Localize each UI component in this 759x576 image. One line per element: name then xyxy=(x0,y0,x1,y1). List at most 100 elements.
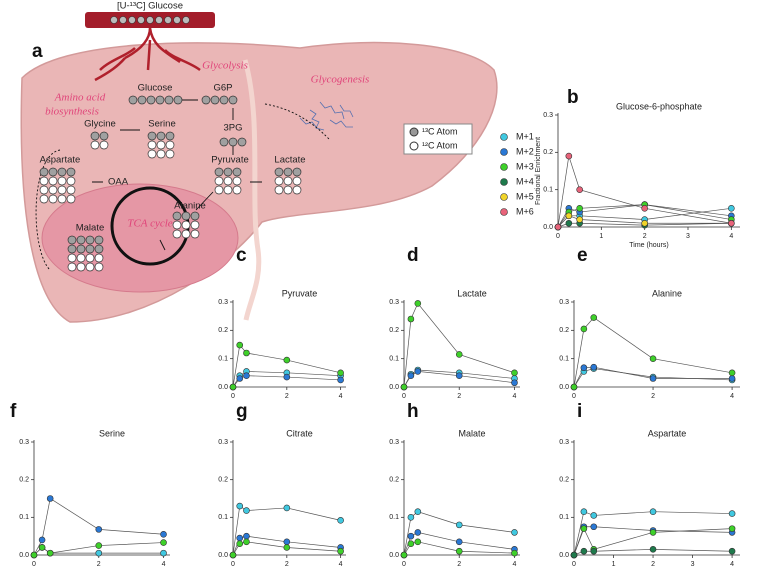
atom xyxy=(172,211,182,221)
data-point xyxy=(236,375,244,382)
atom xyxy=(181,229,191,239)
liver-diagram: ¹³C Atom ¹²C Atom a [U-¹³C] Glucose Glyc… xyxy=(20,1,498,323)
y-tick-label: 0.3 xyxy=(218,439,228,446)
data-point xyxy=(455,547,463,555)
data-point xyxy=(337,517,344,524)
ligament xyxy=(242,59,262,321)
y-tick-label: 0.3 xyxy=(559,299,569,306)
legend-marker xyxy=(500,148,508,156)
panel-letter: i xyxy=(577,401,582,422)
pathway-label: Glycogenesis xyxy=(311,74,370,86)
atom xyxy=(90,131,100,141)
atom xyxy=(181,211,191,221)
data-point xyxy=(728,547,736,555)
legend-marker xyxy=(500,163,508,171)
atom xyxy=(57,194,67,204)
arrows xyxy=(35,99,331,271)
atom xyxy=(182,16,190,24)
panel-letter: g xyxy=(236,401,248,422)
x-tick-label: 0 xyxy=(402,561,406,568)
y-tick-label: 0.2 xyxy=(559,327,569,334)
atom xyxy=(201,95,211,105)
metabolite: Glucose xyxy=(138,83,173,94)
metabolite: Malate xyxy=(76,223,105,234)
x-tick-label: 2 xyxy=(457,393,461,400)
y-tick-label: 0.0 xyxy=(543,224,553,231)
atom xyxy=(85,253,95,263)
x-tick-label: 4 xyxy=(339,393,343,400)
atom xyxy=(156,149,166,159)
atom xyxy=(99,140,109,150)
atom xyxy=(67,235,77,245)
data-point xyxy=(576,186,583,193)
atom xyxy=(99,131,109,141)
atom xyxy=(48,194,58,204)
data-point xyxy=(649,508,657,515)
chart-title: Citrate xyxy=(286,428,313,438)
x-tick-label: 0 xyxy=(402,393,406,400)
data-point xyxy=(236,502,244,510)
data-point xyxy=(38,536,46,544)
atom xyxy=(94,235,104,245)
atom xyxy=(66,194,76,204)
atom xyxy=(90,140,100,150)
data-point xyxy=(243,532,250,540)
data-point xyxy=(414,529,422,536)
metabolite: Alanine xyxy=(174,201,206,212)
y-tick-label: 0.3 xyxy=(389,299,399,306)
data-point xyxy=(728,219,735,227)
data-point xyxy=(511,369,518,377)
data-point xyxy=(511,379,518,387)
atom-13c xyxy=(409,127,419,137)
legend-label: M+6 xyxy=(516,206,534,216)
data-point xyxy=(95,526,103,533)
data-point xyxy=(576,205,583,212)
atom xyxy=(232,176,242,186)
y-tick-label: 0.3 xyxy=(19,439,29,446)
x-tick-label: 2 xyxy=(457,561,461,568)
atom xyxy=(76,262,86,272)
data-point xyxy=(641,219,648,227)
data-point xyxy=(236,534,244,542)
data-point xyxy=(414,300,422,307)
y-tick-label: 0.3 xyxy=(218,299,228,306)
atom xyxy=(66,176,76,186)
legend-label: M+1 xyxy=(516,131,534,141)
atom xyxy=(48,167,58,177)
atom xyxy=(164,95,174,105)
y-tick-label: 0.3 xyxy=(543,112,553,119)
atom xyxy=(283,185,293,195)
data-point xyxy=(565,219,573,227)
legend-label: M+5 xyxy=(516,191,534,201)
atom xyxy=(39,185,49,195)
x-axis-label: Time (hours) xyxy=(629,242,668,249)
x-tick-label: 2 xyxy=(643,233,647,240)
panel-letter: h xyxy=(407,401,419,422)
atom xyxy=(173,95,183,105)
legend-marker xyxy=(500,193,508,201)
y-tick-label: 0.2 xyxy=(389,477,399,484)
atom xyxy=(85,235,95,245)
atom xyxy=(165,131,175,141)
label: [U-¹³C] Glucose xyxy=(117,1,183,12)
panel-letter: d xyxy=(407,245,419,266)
atom xyxy=(292,167,302,177)
x-tick-label: 1 xyxy=(612,561,616,568)
y-tick-label: 0.0 xyxy=(559,384,569,391)
data-point xyxy=(283,538,291,546)
atom xyxy=(283,176,293,186)
atom xyxy=(190,229,200,239)
data-point xyxy=(337,547,344,555)
atom xyxy=(164,16,172,24)
data-point xyxy=(728,369,736,377)
chart-title: Alanine xyxy=(652,288,682,298)
y-tick-label: 0.2 xyxy=(543,149,553,156)
data-point xyxy=(728,510,736,517)
atom xyxy=(223,167,233,177)
data-point xyxy=(728,205,735,212)
atom xyxy=(156,140,166,150)
y-tick-label: 0.1 xyxy=(559,514,569,521)
atom xyxy=(85,262,95,272)
pathway-label: TCA cycle xyxy=(127,218,172,230)
